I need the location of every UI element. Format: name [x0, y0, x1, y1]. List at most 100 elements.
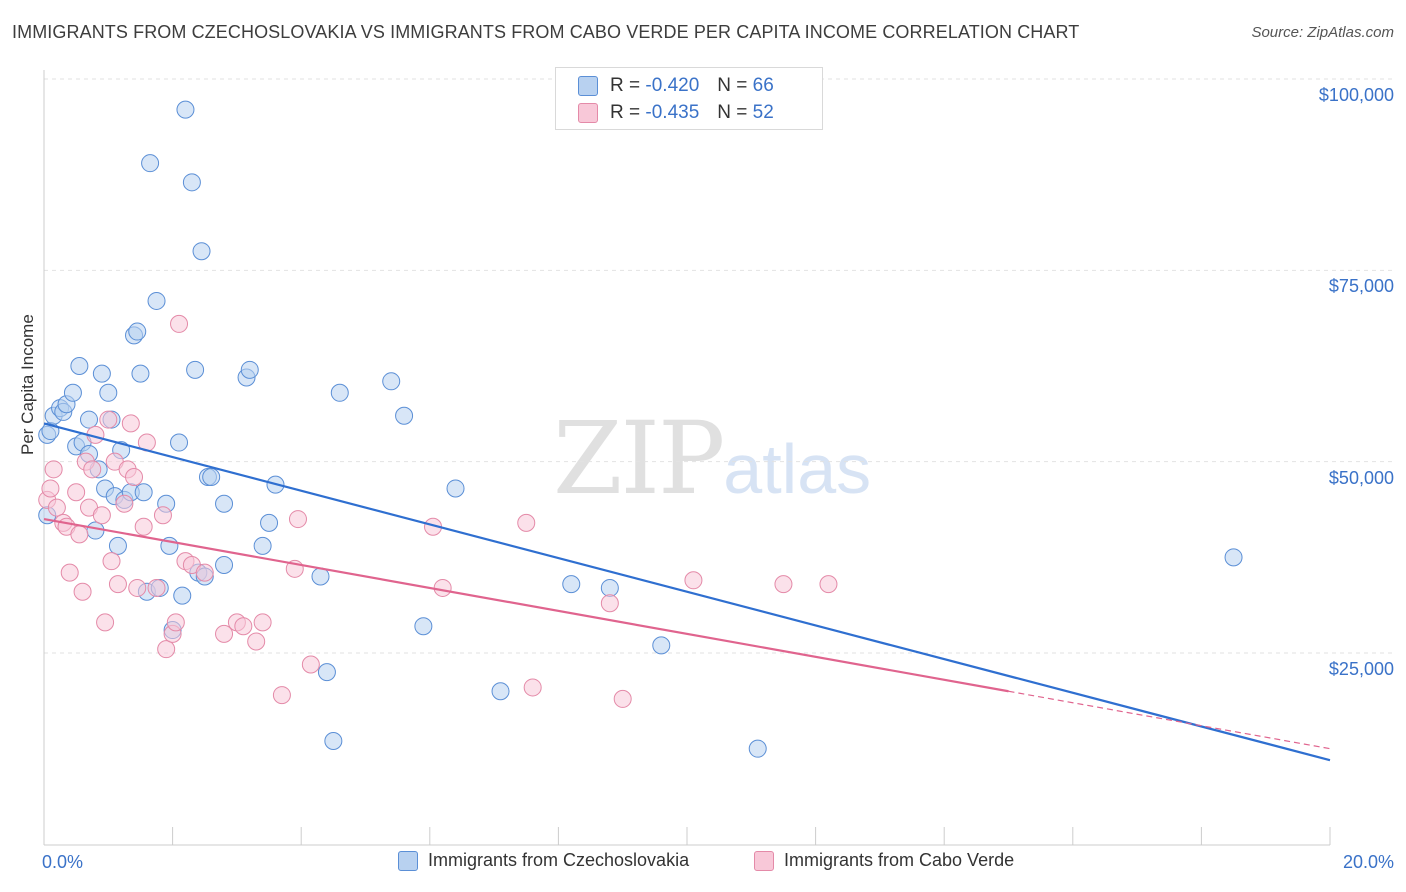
data-point	[382, 372, 401, 391]
n-label: N =	[717, 75, 748, 96]
data-point	[288, 510, 307, 529]
stats-row-czechoslovakia: R = -0.420 N = 66	[578, 73, 774, 99]
data-point	[562, 575, 581, 594]
data-point	[83, 460, 102, 479]
data-point	[173, 586, 192, 605]
data-point	[108, 575, 127, 594]
data-point	[41, 479, 60, 498]
data-point	[684, 571, 703, 590]
data-point	[523, 678, 542, 697]
data-point	[234, 617, 253, 636]
data-point	[748, 739, 767, 758]
data-point	[247, 632, 266, 651]
data-point	[147, 291, 166, 310]
data-point	[301, 655, 320, 674]
data-point	[652, 636, 671, 655]
watermark-atlas: atlas	[723, 430, 872, 508]
n-value: 52	[752, 102, 774, 123]
data-point	[240, 360, 259, 379]
watermark-zip: ZIP	[553, 400, 725, 517]
legend-label: Immigrants from Czechoslovakia	[428, 850, 690, 870]
data-point	[176, 100, 195, 119]
r-value: -0.435	[645, 102, 700, 123]
data-point	[215, 494, 234, 513]
data-point	[395, 406, 414, 425]
data-point	[819, 575, 838, 594]
series-legend: Immigrants from Czechoslovakia Immigrant…	[0, 850, 1406, 878]
data-point	[215, 624, 234, 643]
data-point	[170, 433, 189, 452]
data-point	[317, 663, 336, 682]
data-point	[70, 525, 89, 544]
data-point	[195, 563, 214, 582]
data-point	[260, 513, 279, 532]
data-point	[613, 689, 632, 708]
data-point	[86, 521, 105, 540]
data-point	[186, 360, 205, 379]
data-point	[202, 467, 221, 486]
data-point	[92, 506, 111, 525]
data-point	[63, 383, 82, 402]
data-point	[147, 578, 166, 597]
y-tick-label: $75,000	[1328, 276, 1394, 297]
data-point	[44, 460, 63, 479]
data-point	[134, 517, 153, 536]
data-point	[96, 613, 115, 632]
data-point	[60, 563, 79, 582]
r-label: R =	[610, 75, 641, 96]
stats-row-cabo-verde: R = -0.435 N = 52	[578, 100, 774, 126]
data-point	[215, 555, 234, 574]
trend-line-extension	[1008, 690, 1331, 750]
data-point	[600, 578, 619, 597]
data-point	[141, 154, 160, 173]
data-point	[182, 173, 201, 192]
r-value: -0.420	[645, 75, 700, 96]
data-point	[1224, 548, 1243, 567]
x-tick-label-left: 0.0%	[42, 852, 84, 872]
data-point	[134, 483, 153, 502]
data-point	[67, 483, 86, 502]
data-point	[774, 575, 793, 594]
data-point	[70, 357, 89, 375]
legend-item-cabo-verde[interactable]: Immigrants from Cabo Verde	[754, 850, 1014, 871]
data-point	[272, 686, 291, 705]
n-value: 66	[752, 75, 774, 96]
data-point	[153, 506, 172, 525]
data-point	[47, 498, 66, 517]
data-point	[115, 494, 134, 513]
data-point	[324, 732, 343, 751]
chart-title: IMMIGRANTS FROM CZECHOSLOVAKIA VS IMMIGR…	[12, 22, 1080, 42]
y-axis-title: Per Capita Income	[18, 314, 37, 455]
legend-swatch-pink	[578, 103, 598, 123]
y-tick-label: $25,000	[1328, 659, 1394, 679]
x-tick-label-right: 20.0%	[1342, 852, 1394, 872]
data-point	[433, 578, 452, 597]
y-tick-label: $100,000	[1318, 85, 1394, 105]
trend-line	[43, 517, 1009, 693]
watermark: ZIPatlas	[553, 400, 871, 517]
data-point	[121, 414, 140, 433]
data-point	[192, 242, 211, 261]
data-point	[253, 613, 272, 632]
data-point	[99, 410, 118, 429]
data-point	[253, 536, 272, 555]
data-point	[600, 594, 619, 613]
data-point	[491, 682, 510, 701]
data-point	[414, 617, 433, 636]
data-point	[170, 314, 189, 333]
y-tick-label: $50,000	[1328, 467, 1394, 488]
data-point	[157, 640, 176, 659]
data-point	[330, 383, 349, 402]
n-label: N =	[717, 102, 748, 123]
legend-item-czechoslovakia[interactable]: Immigrants from Czechoslovakia	[398, 850, 689, 871]
data-point	[92, 364, 111, 383]
data-point	[446, 479, 465, 498]
r-label: R =	[610, 102, 641, 123]
data-point	[108, 536, 127, 555]
source-label: Source: ZipAtlas.com	[1251, 24, 1394, 41]
data-point	[166, 613, 185, 632]
data-point	[80, 410, 99, 429]
data-point	[128, 578, 147, 597]
data-point	[517, 513, 536, 532]
